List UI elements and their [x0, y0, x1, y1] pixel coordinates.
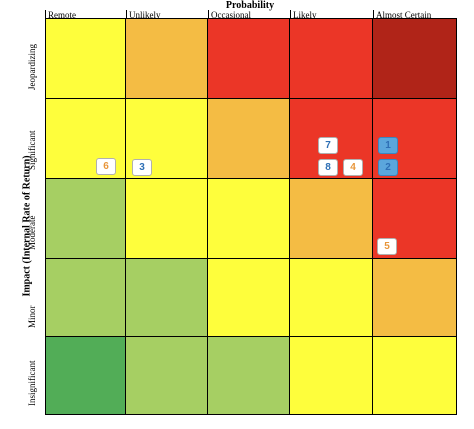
matrix-cell	[290, 18, 373, 99]
risk-badge-7: 7	[318, 137, 338, 154]
row-header-label: Moderate	[27, 215, 37, 250]
matrix-cell	[45, 18, 126, 99]
matrix-cell	[45, 179, 126, 259]
row-header-moderate: Moderate	[27, 179, 45, 259]
matrix-cell	[208, 99, 290, 179]
matrix-cell	[208, 179, 290, 259]
row-header-significant: Significant	[27, 99, 45, 179]
x-axis-title: Probability	[225, 0, 275, 11]
row-header-minor: Minor	[27, 259, 45, 337]
row-header-insignificant: Insignificant	[27, 337, 45, 415]
risk-badge-3: 3	[132, 159, 152, 176]
row-header-label: Minor	[27, 305, 37, 329]
matrix-cell	[126, 179, 208, 259]
row-header-jeopardizing: Jeopardizing	[27, 18, 45, 99]
row-header-label: Jeopardizing	[27, 44, 37, 90]
matrix-cell	[290, 337, 373, 415]
risk-badge-2: 2	[378, 159, 398, 176]
column-header-unlikely: Unlikely	[126, 10, 208, 20]
column-header-remote: Remote	[45, 10, 126, 20]
row-header-label: Significant	[27, 130, 37, 171]
matrix-cell	[126, 259, 208, 337]
matrix-cell	[290, 179, 373, 259]
matrix-cell	[373, 179, 457, 259]
risk-badge-6: 6	[96, 158, 116, 175]
risk-badge-8: 8	[318, 159, 338, 176]
matrix-cell	[290, 259, 373, 337]
column-header-occasional: Occasional	[208, 10, 290, 20]
matrix-cell	[373, 259, 457, 337]
matrix-cell	[126, 337, 208, 415]
risk-badge-1: 1	[378, 137, 398, 154]
matrix-cell	[208, 259, 290, 337]
matrix-cell	[373, 18, 457, 99]
matrix-cell	[208, 337, 290, 415]
column-header-almost-certain: Almost Certain	[373, 10, 457, 20]
matrix-cell	[373, 337, 457, 415]
risk-badge-5: 5	[377, 238, 397, 255]
matrix-cell	[45, 337, 126, 415]
matrix-grid	[45, 18, 457, 415]
risk-badge-4: 4	[343, 159, 363, 176]
matrix-cell	[45, 259, 126, 337]
matrix-cell	[126, 18, 208, 99]
matrix-cell	[208, 18, 290, 99]
row-header-label: Insignificant	[27, 360, 37, 407]
column-header-likely: Likely	[290, 10, 373, 20]
